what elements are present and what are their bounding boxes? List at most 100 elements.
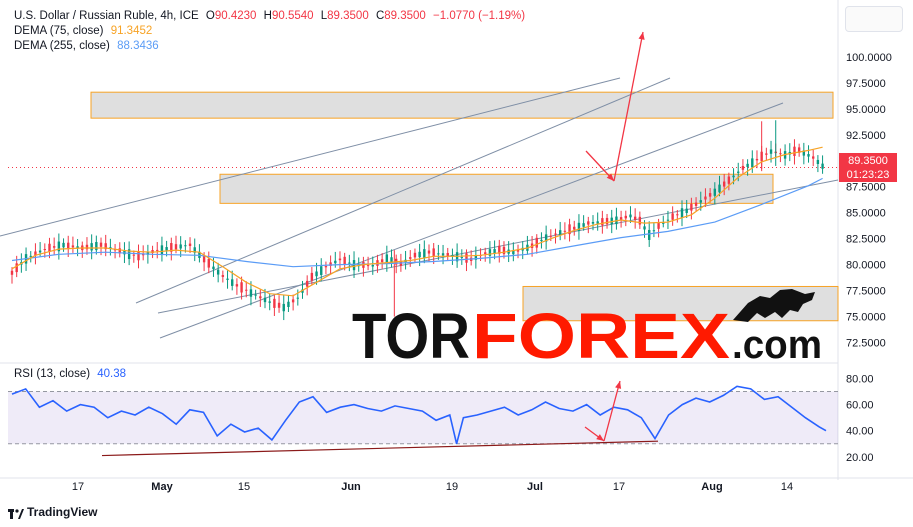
legend-dema75-row[interactable]: DEMA (75, close) 91.3452 [14,24,152,39]
tradingview-logo[interactable]: TradingView [8,505,97,519]
candle-body [34,251,37,256]
candle-body [437,253,440,255]
candle-body [610,217,613,225]
legend-dema255-row[interactable]: DEMA (255, close) 88.3436 [14,39,159,54]
candle-body [165,247,168,251]
bar-countdown: 01:23:23 [846,169,890,181]
candle-body [577,222,581,232]
candle-body [737,171,740,173]
candle-body [15,263,18,273]
price-axis-tick: 80.0000 [846,260,886,272]
rsi-forecast-arrow-up-head [615,381,622,389]
candle-body [432,248,435,257]
legend-open-label: O [205,10,215,22]
candle-body [666,219,670,221]
candle-body [493,249,496,254]
candle-body [751,158,754,168]
candle-body [95,242,98,251]
candle-body [259,296,262,299]
candle-body [619,217,623,220]
candle-body [71,245,75,248]
candle-body [52,246,56,248]
candle-body [441,253,445,256]
candle-body [409,257,412,259]
candle-body [132,254,136,256]
time-axis-tick: 14 [781,481,793,493]
candle-body [334,260,337,264]
candle-body [48,243,51,252]
candle-body [502,246,506,255]
candle-body [141,254,145,256]
candle-body [535,237,538,248]
candle-body [151,250,154,254]
rsi-forecast-arrow-down-head [596,434,604,441]
candle-body [465,253,468,263]
candle-body [104,243,107,250]
tradingview-icon [8,508,24,519]
dema255-line [11,177,823,268]
top-right-button[interactable] [845,6,903,32]
price-axis-tick: 87.5000 [846,182,886,194]
candle-body [184,245,187,247]
time-axis-tick: Jul [527,481,543,493]
time-axis-tick: May [151,481,173,493]
candle-body [38,250,42,253]
candle-body [127,249,131,260]
candle-body [57,241,61,252]
candle-body [690,203,693,211]
legend-symbol: U.S. Dollar / Russian Ruble, 4h, ICE [14,10,199,22]
support-resistance-zone [219,173,774,204]
candle-body [188,243,192,247]
candle-body [540,239,543,242]
forecast-arrow-up [613,31,644,182]
candle-body [254,294,257,296]
time-axis-tick: Aug [701,481,722,493]
candle-body [694,202,698,206]
candle-body [324,266,328,268]
price-axis-tick: 72.5000 [846,338,886,350]
candle-body [174,244,178,250]
candle-body [249,289,253,297]
price-axis-tick: 85.0000 [846,208,886,220]
candle-body [366,265,370,267]
rsi-legend[interactable]: RSI (13, close) 40.38 [14,368,126,380]
candle-body [62,242,65,248]
forecast-arrow-down-head [606,173,614,181]
candle-body [240,282,243,293]
rsi-support-line [101,440,659,457]
legend-low-label: L [320,10,328,22]
candle-body [816,159,820,165]
time-axis-tick: 17 [72,481,84,493]
candle-body [554,233,557,235]
candle-body [488,249,492,256]
candle-body [216,269,220,275]
candle-body [793,146,796,156]
candle-body [67,242,70,249]
candle-body [685,208,688,213]
candle-body [797,147,801,153]
candle-body [605,217,609,225]
candle-body [708,193,712,197]
candle-body [568,224,571,235]
candle-body [423,249,426,259]
candle-body [643,226,646,230]
candle-body [671,213,674,220]
candle-body [713,188,717,196]
candle-body [277,302,281,308]
candle-body [76,246,79,249]
candle-body [516,249,520,252]
candle-body [202,256,206,263]
candle-body [43,249,46,251]
support-resistance-zone [90,91,834,119]
time-axis-tick: 19 [446,481,458,493]
candle-body [498,245,501,254]
candle-body [371,265,374,267]
candle-body [305,280,309,287]
candle-body [652,230,656,232]
candle-body [704,196,707,200]
candle-body [156,249,159,251]
legend-symbol-row: U.S. Dollar / Russian Ruble, 4h, ICE O90… [14,9,525,24]
legend-dema255-label: DEMA (255, close) [14,40,110,52]
candle-body [301,289,304,293]
